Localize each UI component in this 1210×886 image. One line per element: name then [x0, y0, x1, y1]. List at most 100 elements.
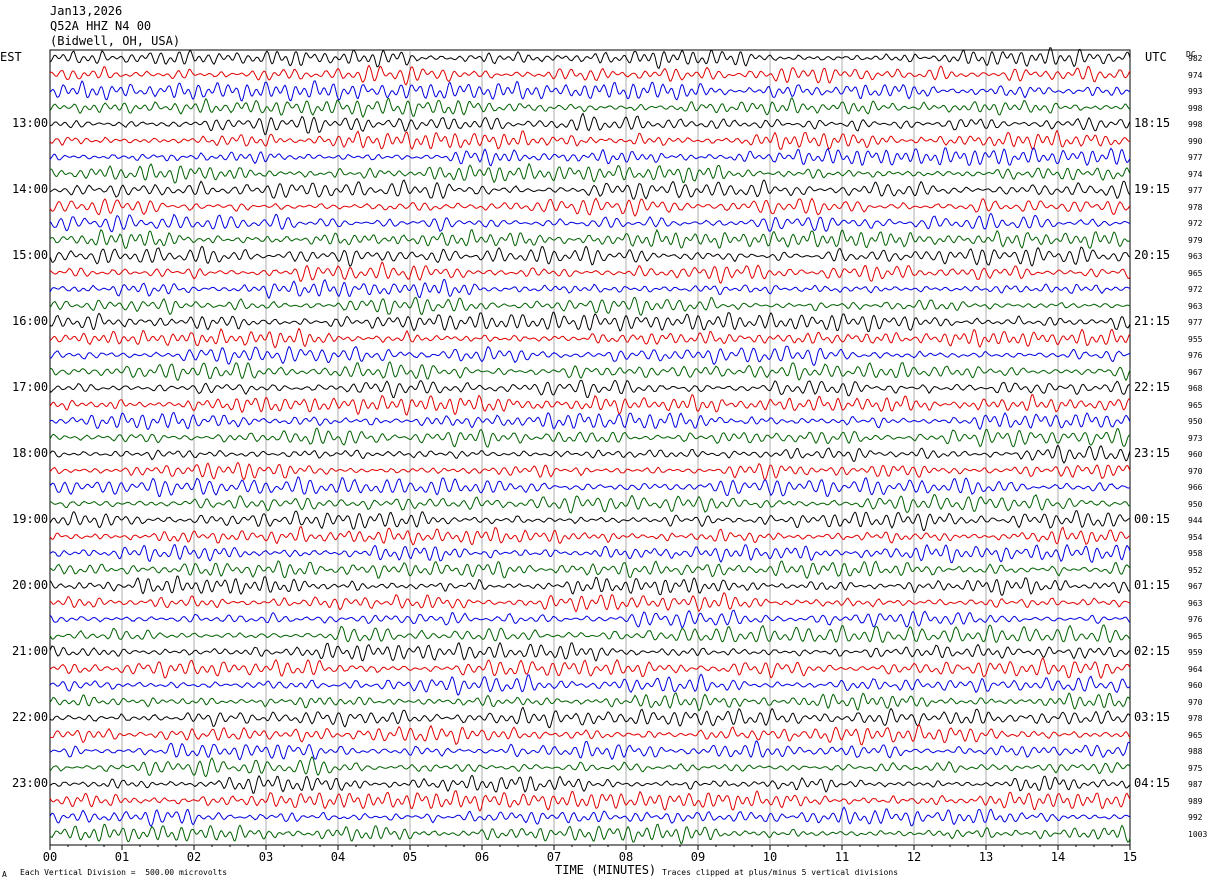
trace-28 — [49, 493, 1131, 514]
trace-16 — [49, 296, 1131, 317]
trace-14 — [49, 261, 1131, 284]
x-tick-label: 15 — [1123, 850, 1137, 864]
trace-41 — [49, 706, 1131, 729]
trace-25 — [49, 444, 1131, 464]
dc-offset-label: 972 — [1188, 219, 1203, 228]
trace-9 — [49, 179, 1131, 200]
x-tick-label: 07 — [547, 850, 561, 864]
x-tick-label: 00 — [43, 850, 57, 864]
dc-offset-label: 1003 — [1188, 829, 1208, 839]
x-tick-label: 02 — [187, 850, 201, 864]
left-hour-label: 19:00 — [12, 512, 49, 526]
trace-42 — [49, 723, 1131, 746]
vertical-division-note: Each Vertical Division = 500.00 microvol… — [20, 868, 228, 877]
x-tick-label: 14 — [1051, 850, 1065, 864]
dc-offset-label: 976 — [1188, 615, 1203, 624]
dc-offset-label: 963 — [1188, 301, 1203, 311]
clip-note: Traces clipped at plus/minus 5 vertical … — [662, 868, 899, 877]
dc-offset-label: 998 — [1188, 103, 1203, 113]
right-hour-label: 19:15 — [1134, 182, 1171, 196]
dc-offset-label: 963 — [1188, 598, 1203, 608]
trace-33 — [49, 575, 1131, 596]
x-tick-label: 10 — [763, 850, 777, 864]
trace-5 — [49, 112, 1131, 136]
right-hour-label: 01:15 — [1134, 578, 1171, 592]
trace-3 — [49, 80, 1131, 102]
trace-12 — [49, 228, 1131, 249]
dc-offset-label: 968 — [1188, 384, 1203, 393]
dc-offset-label: 976 — [1188, 351, 1203, 360]
dc-offset-label: 975 — [1188, 763, 1203, 773]
x-tick-label: 04 — [331, 850, 345, 864]
right-hour-label: 03:15 — [1134, 710, 1171, 724]
trace-8 — [49, 162, 1131, 184]
dc-offset-label: 972 — [1188, 285, 1203, 294]
dc-offset-label: 955 — [1188, 334, 1203, 344]
trace-24 — [49, 427, 1131, 448]
dc-offset-label: 978 — [1188, 714, 1203, 723]
trace-26 — [49, 461, 1131, 481]
dc-offset-label: 954 — [1188, 532, 1203, 542]
x-tick-label: 12 — [907, 850, 921, 864]
dc-offset-label: 960 — [1188, 450, 1203, 459]
trace-44 — [49, 756, 1131, 778]
dc-offset-label: 963 — [1188, 252, 1203, 261]
dc-offset-label: 979 — [1188, 235, 1203, 245]
left-hour-label: 14:00 — [12, 182, 49, 196]
dc-offset-label: 989 — [1188, 796, 1203, 806]
trace-43 — [49, 740, 1131, 761]
dc-offset-label: 965 — [1188, 268, 1203, 278]
trace-7 — [49, 147, 1131, 167]
trace-21 — [49, 379, 1131, 399]
left-hour-label: 15:00 — [12, 248, 49, 262]
trace-29 — [49, 510, 1131, 532]
dc-offset-label: 965 — [1188, 730, 1203, 740]
trace-38 — [49, 657, 1131, 679]
x-tick-label: 06 — [475, 850, 489, 864]
dc-offset-label: 993 — [1188, 87, 1203, 96]
trace-47 — [49, 806, 1131, 827]
dc-offset-label: 950 — [1188, 499, 1203, 509]
x-tick-label: 13 — [979, 850, 993, 864]
right-hour-label: 00:15 — [1134, 512, 1171, 526]
dc-offset-label: 967 — [1188, 582, 1203, 591]
x-tick-label: 05 — [403, 850, 417, 864]
trace-20 — [49, 361, 1131, 382]
trace-27 — [49, 476, 1131, 498]
dc-offset-label: 970 — [1188, 697, 1203, 707]
trace-48 — [49, 823, 1131, 845]
x-tick-label: 01 — [115, 850, 129, 864]
right-hour-label: 21:15 — [1134, 314, 1171, 328]
title-station: Q52A HHZ N4 00 — [50, 19, 152, 33]
dc-offset-label: 990 — [1188, 136, 1203, 146]
left-hour-label: 21:00 — [12, 644, 49, 658]
trace-45 — [49, 774, 1131, 794]
left-hour-label: 22:00 — [12, 710, 49, 724]
trace-37 — [49, 641, 1131, 662]
dc-offset-label: 977 — [1188, 153, 1203, 162]
x-tick-label: 09 — [691, 850, 705, 864]
trace-17 — [49, 311, 1131, 333]
trace-22 — [49, 393, 1131, 416]
trace-35 — [49, 609, 1131, 629]
dc-offset-label: 964 — [1188, 664, 1203, 674]
dc-offset-label: 987 — [1188, 780, 1203, 789]
trace-10 — [49, 197, 1131, 217]
right-hour-label: 04:15 — [1134, 776, 1171, 790]
trace-32 — [49, 560, 1131, 580]
trace-2 — [49, 64, 1131, 86]
right-timezone-label: UTC — [1145, 50, 1167, 64]
trace-31 — [49, 543, 1131, 564]
trace-13 — [49, 245, 1131, 268]
x-tick-label: 08 — [619, 850, 633, 864]
left-hour-label: 20:00 — [12, 578, 49, 592]
corner-mark: A — [2, 870, 7, 879]
left-hour-label: 13:00 — [12, 116, 49, 130]
x-tick-label: 03 — [259, 850, 273, 864]
x-tick-label: 11 — [835, 850, 849, 864]
dc-offset-label: 959 — [1188, 648, 1203, 657]
dc-offset-label: 998 — [1188, 120, 1203, 129]
trace-40 — [49, 692, 1131, 712]
trace-6 — [49, 129, 1131, 151]
